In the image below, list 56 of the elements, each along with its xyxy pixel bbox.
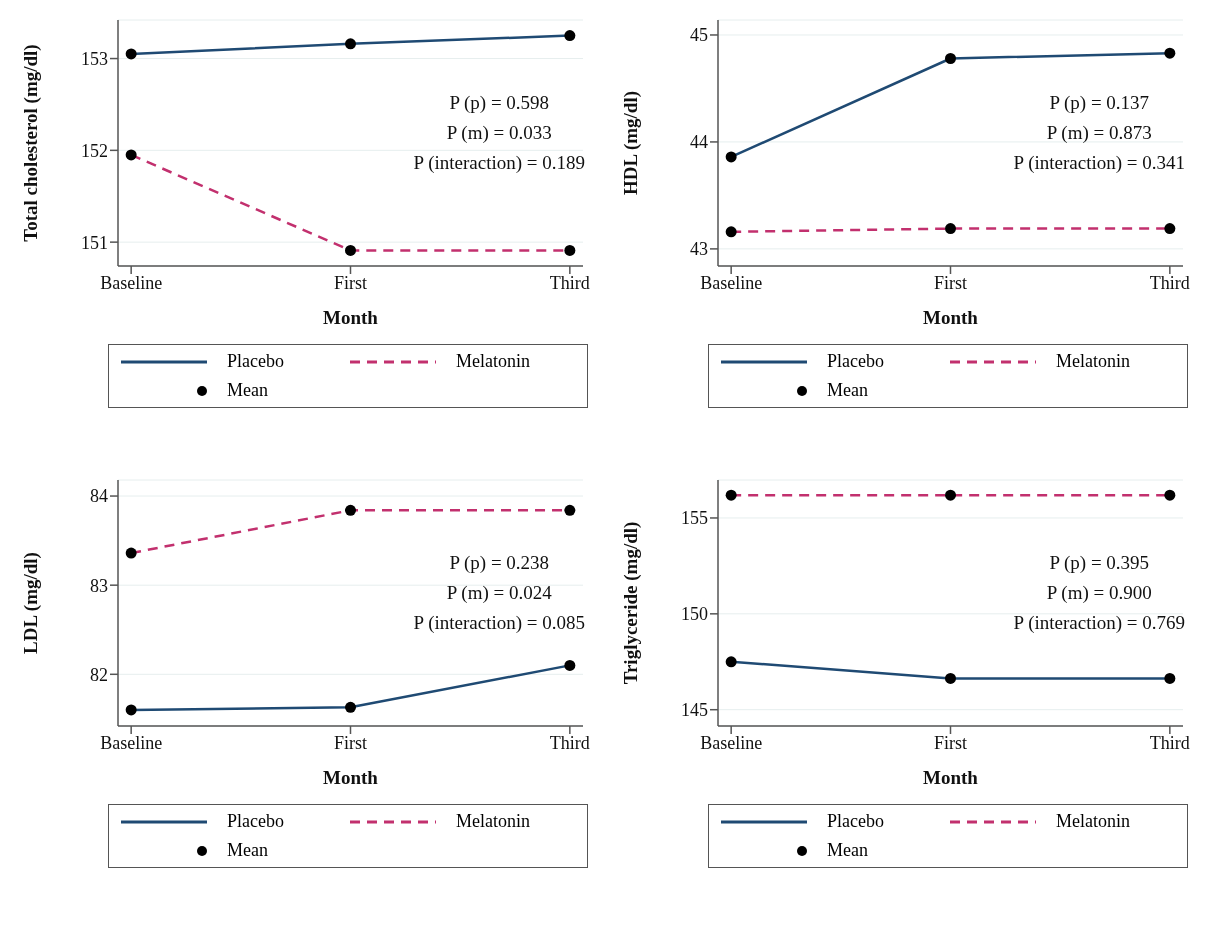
legend-label: Melatonin <box>1056 811 1130 832</box>
x-tick-label: First <box>333 272 368 293</box>
legend-label: Melatonin <box>1056 351 1130 372</box>
y-tick-label: 150 <box>681 604 708 625</box>
y-axis-title: Triglyceride (mg/dl) <box>619 521 642 685</box>
legend-label: Placebo <box>827 351 884 372</box>
y-axis-title: HDL (mg/dl) <box>619 91 642 195</box>
x-axis-title: Month <box>923 767 979 788</box>
x-tick-label: Baseline <box>100 272 163 293</box>
legend-label: Mean <box>827 380 868 401</box>
y-tick-label: 82 <box>90 664 108 685</box>
legend-label: Placebo <box>827 811 884 832</box>
annotation: P (p) = 0.238 <box>448 551 551 575</box>
y-tick-label: 45 <box>690 25 708 46</box>
legend-label: Placebo <box>227 351 284 372</box>
annotation: P (p) = 0.395 <box>1048 551 1151 575</box>
legend-label: Mean <box>827 840 868 861</box>
y-tick-label: 151 <box>81 232 108 253</box>
x-axis-title: Month <box>323 307 379 328</box>
annotation: P (m) = 0.900 <box>1045 581 1153 605</box>
legend-label: Placebo <box>227 811 284 832</box>
annotation: P (p) = 0.137 <box>1048 91 1151 115</box>
legend-label: Melatonin <box>456 811 530 832</box>
annotation: P (m) = 0.024 <box>445 581 553 605</box>
x-tick-label: Third <box>1149 272 1190 293</box>
x-tick-label: First <box>933 272 968 293</box>
annotation: P (m) = 0.873 <box>1045 121 1153 145</box>
legend-label: Mean <box>227 840 268 861</box>
y-tick-label: 145 <box>681 700 708 721</box>
legend-label: Melatonin <box>456 351 530 372</box>
x-tick-label: Third <box>549 272 590 293</box>
y-tick-label: 44 <box>690 132 708 153</box>
x-tick-label: First <box>933 732 968 753</box>
legend-label: Mean <box>227 380 268 401</box>
y-axis-title: LDL (mg/dl) <box>19 552 42 654</box>
y-tick-label: 155 <box>681 508 708 529</box>
x-tick-label: Baseline <box>100 732 163 753</box>
y-tick-label: 84 <box>90 486 108 507</box>
x-axis-title: Month <box>923 307 979 328</box>
y-tick-label: 152 <box>81 140 108 161</box>
x-tick-label: Third <box>549 732 590 753</box>
x-tick-label: First <box>333 732 368 753</box>
y-axis-title: Total cholesterol (mg/dl) <box>19 44 42 242</box>
y-tick-label: 43 <box>690 239 708 260</box>
annotation: P (interaction) = 0.085 <box>413 611 585 635</box>
x-tick-label: Third <box>1149 732 1190 753</box>
annotation: P (interaction) = 0.341 <box>1013 151 1185 175</box>
annotation: P (interaction) = 0.189 <box>413 151 585 175</box>
annotation: P (interaction) = 0.769 <box>1013 611 1185 635</box>
y-tick-label: 153 <box>81 48 108 69</box>
x-axis-title: Month <box>323 767 379 788</box>
y-tick-label: 83 <box>90 575 108 596</box>
x-tick-label: Baseline <box>700 732 763 753</box>
annotation: P (m) = 0.033 <box>445 121 553 145</box>
x-tick-label: Baseline <box>700 272 763 293</box>
annotation: P (p) = 0.598 <box>448 91 551 115</box>
